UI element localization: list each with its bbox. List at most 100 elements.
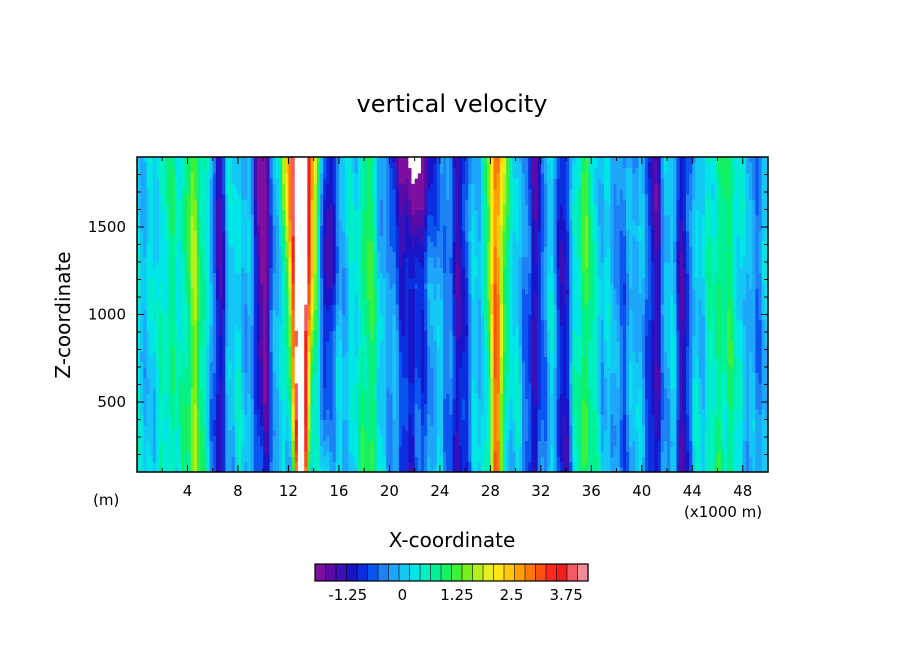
field-cell — [184, 351, 189, 358]
field-cell — [726, 451, 731, 457]
field-cell — [745, 361, 750, 368]
field-cell — [181, 424, 185, 431]
field-cell — [540, 451, 545, 457]
field-cell — [313, 393, 318, 400]
field-cell — [354, 403, 359, 410]
field-cell — [165, 440, 170, 447]
field-cell — [531, 414, 536, 421]
field-cell — [512, 398, 517, 405]
field-cell — [537, 361, 542, 368]
field-cell — [764, 466, 768, 472]
field-cell — [764, 367, 768, 373]
field-cell — [461, 372, 466, 379]
field-cell — [174, 382, 179, 389]
field-cell — [544, 414, 548, 421]
field-cell — [689, 440, 693, 447]
field-cell — [411, 424, 416, 431]
field-cell — [600, 361, 605, 368]
field-cell — [745, 414, 750, 421]
field-cell — [219, 346, 223, 352]
field-cell — [427, 419, 432, 426]
field-cell — [641, 430, 646, 436]
field-cell — [607, 424, 611, 431]
field-cell — [575, 367, 580, 373]
field-cell — [196, 419, 201, 426]
field-cell — [685, 466, 690, 472]
field-cell — [509, 346, 514, 352]
field-cell — [190, 351, 195, 358]
field-cell — [228, 351, 233, 358]
field-cell — [140, 451, 144, 457]
field-cell — [742, 424, 747, 431]
field-cell — [206, 367, 211, 373]
field-cell — [395, 346, 400, 352]
field-cell — [458, 346, 463, 352]
field-cell — [493, 445, 498, 452]
field-cell — [181, 409, 185, 415]
field-cell — [490, 367, 495, 373]
field-cell — [708, 424, 712, 431]
field-cell — [714, 377, 719, 384]
field-cell — [562, 430, 567, 436]
field-cell — [370, 456, 375, 463]
field-cell — [603, 435, 608, 442]
field-cell — [654, 424, 659, 431]
field-cell — [383, 361, 387, 368]
field-cell — [739, 461, 744, 468]
field-cell — [342, 451, 346, 457]
field-cell — [493, 414, 498, 421]
field-cell — [632, 356, 637, 363]
field-cell — [414, 388, 419, 394]
field-cell — [553, 382, 558, 389]
field-cell — [430, 351, 435, 358]
field-cell — [338, 356, 343, 363]
field-cell — [433, 466, 438, 472]
field-cell — [219, 409, 223, 415]
field-cell — [720, 456, 725, 463]
field-cell — [424, 398, 428, 405]
field-cell — [742, 372, 747, 379]
field-cell — [667, 414, 671, 421]
field-cell — [474, 419, 479, 426]
field-cell — [411, 414, 416, 421]
field-cell — [607, 351, 611, 358]
field-cell — [458, 419, 463, 426]
field-cell — [714, 361, 719, 368]
field-cell — [528, 419, 532, 426]
field-cell — [597, 398, 602, 405]
field-cell — [275, 451, 280, 457]
field-cell — [600, 419, 605, 426]
field-cell — [739, 367, 744, 373]
field-cell — [553, 361, 558, 368]
field-cell — [174, 414, 179, 421]
field-cell — [373, 456, 378, 463]
field-cell — [310, 377, 315, 384]
field-cell — [237, 430, 242, 436]
field-cell — [613, 382, 618, 389]
field-cell — [143, 414, 148, 421]
field-cell — [319, 466, 324, 472]
field-cell — [193, 419, 198, 426]
field-cell — [657, 388, 662, 394]
field-cell — [572, 456, 577, 463]
field-cell — [603, 356, 608, 363]
field-cell — [316, 372, 321, 379]
field-cell — [733, 377, 738, 384]
field-cell — [534, 351, 539, 358]
field-cell — [509, 361, 514, 368]
field-cell — [515, 340, 520, 347]
field-cell — [389, 445, 394, 452]
field-cell — [635, 377, 640, 384]
field-cell — [237, 356, 242, 363]
field-cell — [383, 409, 387, 415]
field-cell — [237, 445, 242, 452]
field-cell — [203, 424, 208, 431]
field-cell — [569, 461, 573, 468]
field-cell — [755, 466, 760, 472]
field-cell — [367, 445, 372, 452]
field-cell — [663, 377, 668, 384]
field-cell — [137, 398, 141, 405]
field-cell — [720, 414, 725, 421]
field-cell — [692, 346, 697, 352]
field-cell — [506, 367, 510, 373]
